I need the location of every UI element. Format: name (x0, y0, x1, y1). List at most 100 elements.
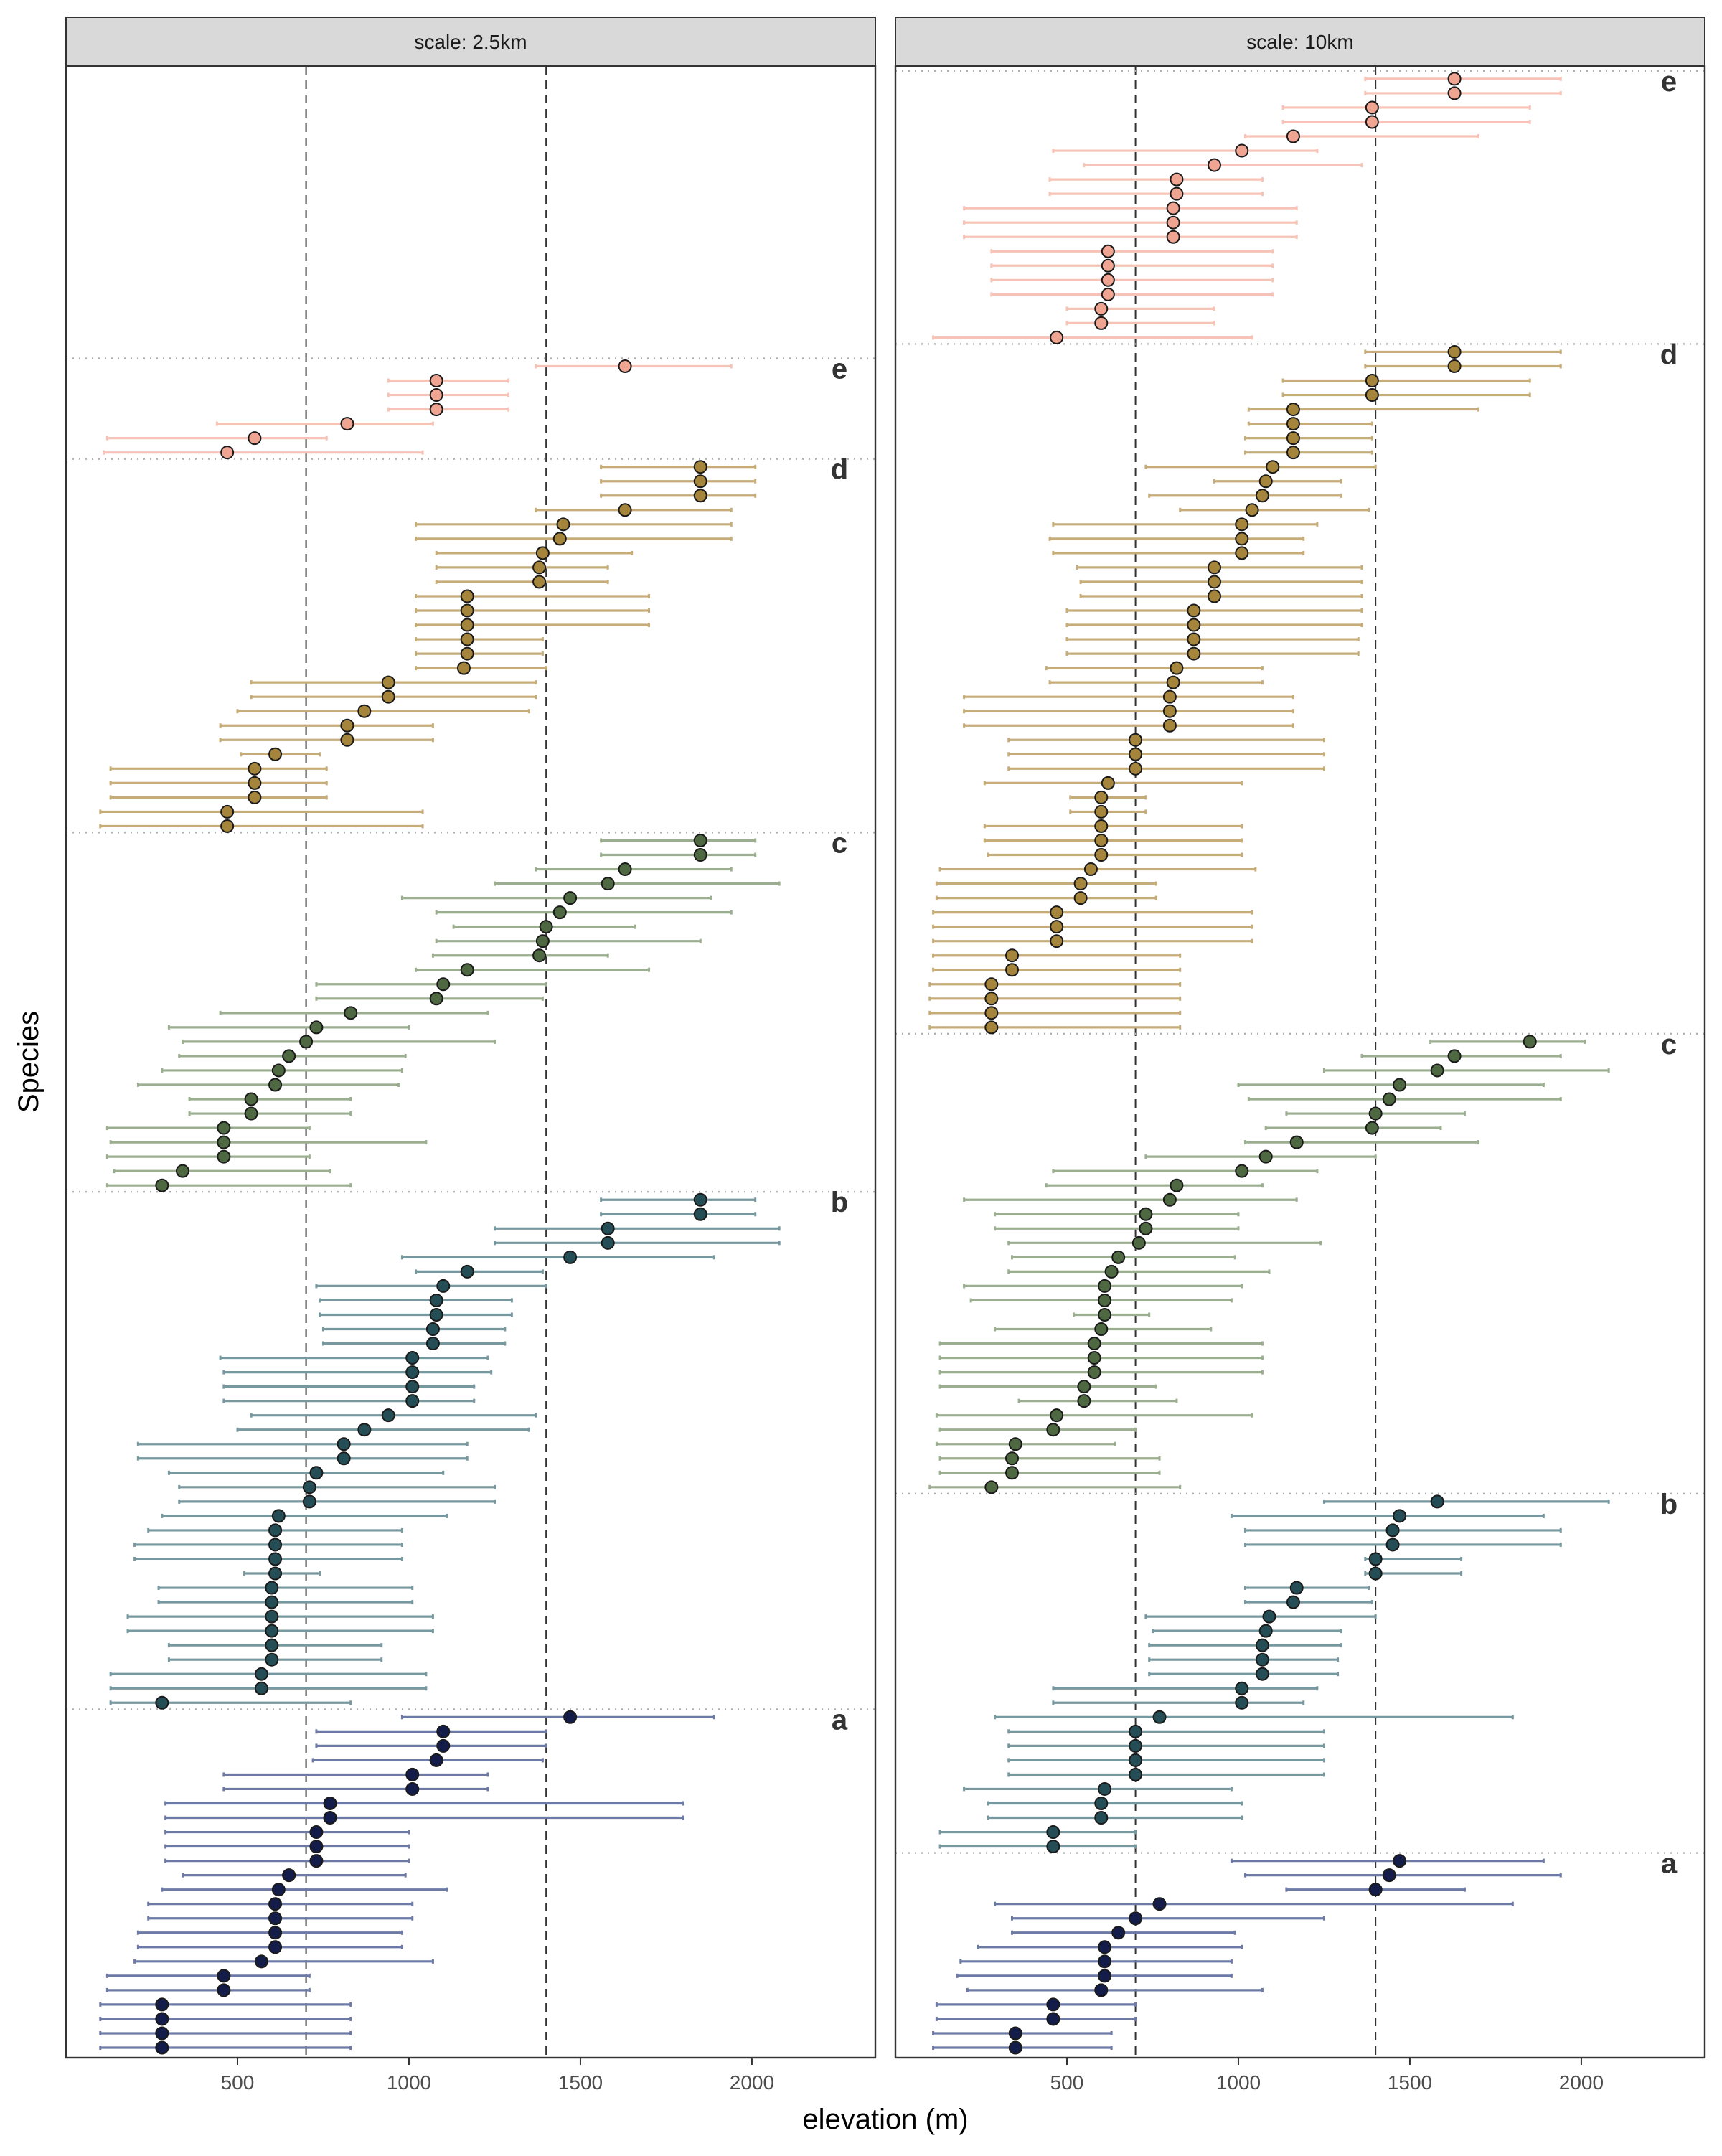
data-point-d (460, 589, 474, 603)
x-tick-label-0: 2000 (730, 2071, 774, 2094)
data-point-d (1255, 489, 1269, 503)
data-point-d (1286, 417, 1300, 431)
data-point-b (601, 1221, 615, 1235)
data-point-b (1098, 1781, 1112, 1796)
data-point-b (1430, 1494, 1444, 1509)
group-label-e: e (1661, 66, 1677, 98)
data-point-c (1005, 1466, 1020, 1480)
data-point-b (1129, 1738, 1143, 1753)
data-point-d (1235, 532, 1249, 546)
data-point-a (217, 1969, 231, 1983)
data-point-d (220, 819, 235, 833)
data-point-d (220, 804, 235, 819)
data-point-e (1170, 172, 1184, 187)
data-point-b (1046, 1825, 1060, 1840)
panel-border-1 (894, 65, 1706, 2059)
data-point-c (1289, 1135, 1304, 1149)
x-tick-label-0: 500 (221, 2071, 255, 2094)
data-point-b (1262, 1609, 1276, 1624)
data-point-c (601, 877, 615, 891)
data-point-d (460, 603, 474, 618)
data-point-d (1094, 790, 1109, 804)
data-point-d (1094, 804, 1109, 819)
data-point-a (436, 1724, 451, 1738)
data-point-b (271, 1509, 286, 1523)
group-label-c: c (1661, 1029, 1677, 1060)
data-point-d (618, 503, 632, 517)
data-point-b (1255, 1638, 1269, 1652)
data-point-c (244, 1092, 258, 1106)
data-point-e (1166, 230, 1180, 244)
data-point-c (1098, 1307, 1112, 1322)
data-point-d (693, 489, 707, 503)
data-point-a (282, 1868, 296, 1883)
data-point-d (556, 517, 570, 532)
data-point-b (254, 1667, 268, 1681)
data-point-d (381, 689, 395, 704)
data-point-c (1098, 1293, 1112, 1307)
data-point-b (1255, 1667, 1269, 1681)
data-point-c (1447, 1049, 1462, 1063)
data-point-a (323, 1796, 337, 1810)
data-point-b (268, 1523, 283, 1538)
group-label-b: b (831, 1187, 848, 1218)
data-point-c (1368, 1106, 1383, 1121)
data-point-d (248, 790, 262, 804)
data-point-c (618, 862, 632, 877)
data-point-e (1101, 273, 1115, 287)
data-point-b (425, 1337, 440, 1351)
data-point-c (563, 891, 578, 905)
group-label-d: d (1660, 339, 1678, 370)
data-point-a (271, 1883, 286, 1897)
data-point-d (460, 618, 474, 632)
data-point-e (1365, 115, 1379, 129)
data-point-b (1152, 1710, 1167, 1724)
data-point-c (1077, 1380, 1091, 1394)
data-point-c (282, 1049, 296, 1063)
data-point-b (268, 1552, 283, 1566)
data-point-b (1393, 1509, 1407, 1523)
data-point-d (1094, 848, 1109, 862)
data-point-c (1258, 1149, 1273, 1164)
data-point-a (1046, 2012, 1060, 2026)
data-point-d (1208, 560, 1222, 575)
data-point-c (217, 1149, 231, 1164)
data-point-b (1129, 1767, 1143, 1781)
data-point-b (1258, 1624, 1273, 1638)
data-point-a (309, 1840, 324, 1854)
data-point-a (155, 1997, 169, 2012)
data-point-d (1162, 718, 1177, 733)
facet-strip-label-1: scale: 10km (1246, 31, 1353, 53)
data-point-a (405, 1767, 420, 1781)
data-point-a (1152, 1897, 1167, 1911)
data-point-b (1235, 1681, 1249, 1695)
data-point-c (1139, 1221, 1153, 1235)
data-point-c (1087, 1351, 1101, 1365)
data-point-a (429, 1753, 443, 1767)
data-point-c (1111, 1250, 1126, 1264)
data-point-b (429, 1293, 443, 1307)
data-point-a (268, 1897, 283, 1911)
data-point-b (268, 1566, 283, 1581)
data-point-d (340, 733, 354, 747)
data-point-d (535, 546, 550, 560)
data-point-d (381, 675, 395, 689)
facet-strip-label-0: scale: 2.5km (414, 31, 527, 53)
data-point-a (155, 2012, 169, 2026)
data-point-c (1382, 1092, 1396, 1106)
data-point-c (155, 1178, 169, 1192)
data-point-d (1286, 446, 1300, 460)
data-point-d (1166, 675, 1180, 689)
data-point-a (1098, 1969, 1112, 1983)
data-point-c (1077, 1394, 1091, 1408)
data-point-b (460, 1264, 474, 1279)
data-point-c (1162, 1192, 1177, 1207)
data-point-d (1208, 589, 1222, 603)
data-point-b (381, 1408, 395, 1423)
data-point-c (1523, 1035, 1537, 1049)
data-point-a (1129, 1911, 1143, 1926)
data-point-c (344, 1006, 358, 1020)
data-point-d (1208, 575, 1222, 589)
data-point-a (155, 2040, 169, 2055)
data-point-d (1050, 934, 1064, 948)
